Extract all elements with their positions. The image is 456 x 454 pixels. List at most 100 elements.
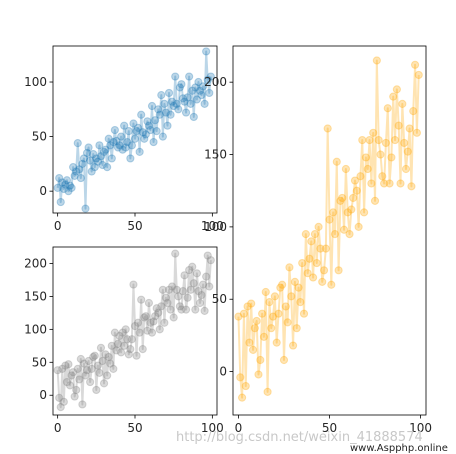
data-point bbox=[109, 364, 118, 373]
data-point bbox=[330, 230, 340, 239]
axes-right: 0 50 100 0 50 100 150 200 bbox=[204, 45, 432, 435]
y-tick-label: 0 bbox=[39, 388, 47, 402]
data-point bbox=[99, 379, 109, 388]
data-point bbox=[96, 343, 106, 352]
data-point bbox=[341, 164, 350, 174]
data-point bbox=[87, 167, 96, 176]
data-point bbox=[61, 361, 70, 370]
data-point bbox=[161, 293, 171, 302]
data-point bbox=[92, 154, 101, 163]
data-point bbox=[155, 325, 164, 334]
data-point bbox=[56, 402, 65, 412]
data-point bbox=[120, 121, 129, 130]
data-point bbox=[140, 134, 149, 143]
data-point bbox=[98, 356, 107, 366]
data-point bbox=[409, 107, 418, 116]
data-point bbox=[174, 292, 183, 301]
data-point bbox=[336, 196, 345, 205]
data-point bbox=[378, 172, 387, 181]
x-tick-label: 100 bbox=[409, 421, 432, 435]
data-point bbox=[64, 187, 73, 196]
data-point bbox=[72, 385, 81, 395]
data-point bbox=[82, 366, 92, 375]
data-point bbox=[59, 184, 68, 194]
data-point bbox=[183, 93, 192, 102]
data-point bbox=[124, 127, 133, 136]
data-point bbox=[178, 287, 188, 296]
data-point bbox=[69, 163, 78, 172]
data-point bbox=[160, 318, 169, 327]
data-point bbox=[270, 292, 279, 301]
data-point bbox=[116, 348, 126, 357]
x-tick-label: 0 bbox=[235, 421, 243, 435]
data-point bbox=[323, 124, 332, 133]
data-point bbox=[141, 130, 150, 139]
data-point bbox=[127, 335, 137, 344]
data-point bbox=[172, 99, 181, 108]
data-point bbox=[82, 148, 92, 158]
data-point bbox=[73, 364, 82, 373]
data-point bbox=[99, 147, 109, 156]
data-point bbox=[163, 121, 172, 130]
data-point bbox=[90, 351, 99, 360]
data-point bbox=[367, 179, 376, 188]
data-point bbox=[147, 328, 157, 337]
data-point bbox=[188, 262, 197, 271]
data-point bbox=[276, 283, 285, 292]
data-point bbox=[138, 128, 147, 137]
data-point bbox=[180, 97, 189, 106]
data-point bbox=[113, 143, 123, 152]
data-point bbox=[61, 180, 70, 189]
data-point bbox=[241, 381, 250, 391]
data-point bbox=[149, 137, 158, 147]
data-point bbox=[285, 263, 294, 272]
data-point bbox=[312, 258, 321, 268]
data-point bbox=[267, 324, 276, 333]
data-point bbox=[70, 392, 79, 401]
data-point bbox=[104, 134, 113, 143]
data-point bbox=[278, 280, 287, 289]
data-point bbox=[89, 352, 98, 362]
x-tick-label: 50 bbox=[127, 421, 142, 435]
data-point bbox=[290, 277, 300, 286]
data-point bbox=[72, 167, 81, 176]
data-point bbox=[109, 137, 118, 147]
data-point bbox=[147, 101, 157, 111]
data-point bbox=[124, 350, 133, 359]
data-point bbox=[76, 173, 85, 183]
data-point bbox=[202, 272, 211, 281]
data-point bbox=[372, 56, 381, 65]
data-point bbox=[93, 361, 102, 370]
data-point bbox=[200, 306, 209, 316]
data-point bbox=[283, 318, 292, 327]
data-point bbox=[188, 86, 197, 95]
data-point bbox=[321, 244, 330, 253]
data-point bbox=[191, 83, 200, 92]
data-point bbox=[248, 345, 258, 354]
data-point bbox=[130, 321, 140, 331]
x-tick-label: 0 bbox=[54, 219, 62, 233]
data-point bbox=[298, 258, 307, 268]
data-point bbox=[354, 222, 363, 231]
data-point bbox=[292, 324, 301, 333]
data-point bbox=[319, 266, 329, 275]
data-point bbox=[352, 186, 361, 195]
data-point bbox=[390, 135, 400, 145]
data-point bbox=[149, 317, 158, 326]
data-point bbox=[120, 341, 129, 350]
data-point bbox=[133, 318, 143, 327]
data-point bbox=[263, 387, 272, 396]
data-point bbox=[79, 359, 89, 368]
data-point bbox=[53, 366, 62, 375]
data-point bbox=[169, 101, 178, 111]
data-point bbox=[310, 230, 320, 239]
data-point bbox=[157, 302, 166, 311]
data-point bbox=[151, 312, 160, 321]
data-point bbox=[259, 332, 269, 341]
data-point bbox=[174, 105, 183, 114]
data-point bbox=[400, 138, 409, 148]
data-point bbox=[143, 117, 152, 126]
data-point bbox=[261, 287, 270, 297]
data-point bbox=[113, 339, 123, 348]
data-point bbox=[325, 215, 334, 224]
